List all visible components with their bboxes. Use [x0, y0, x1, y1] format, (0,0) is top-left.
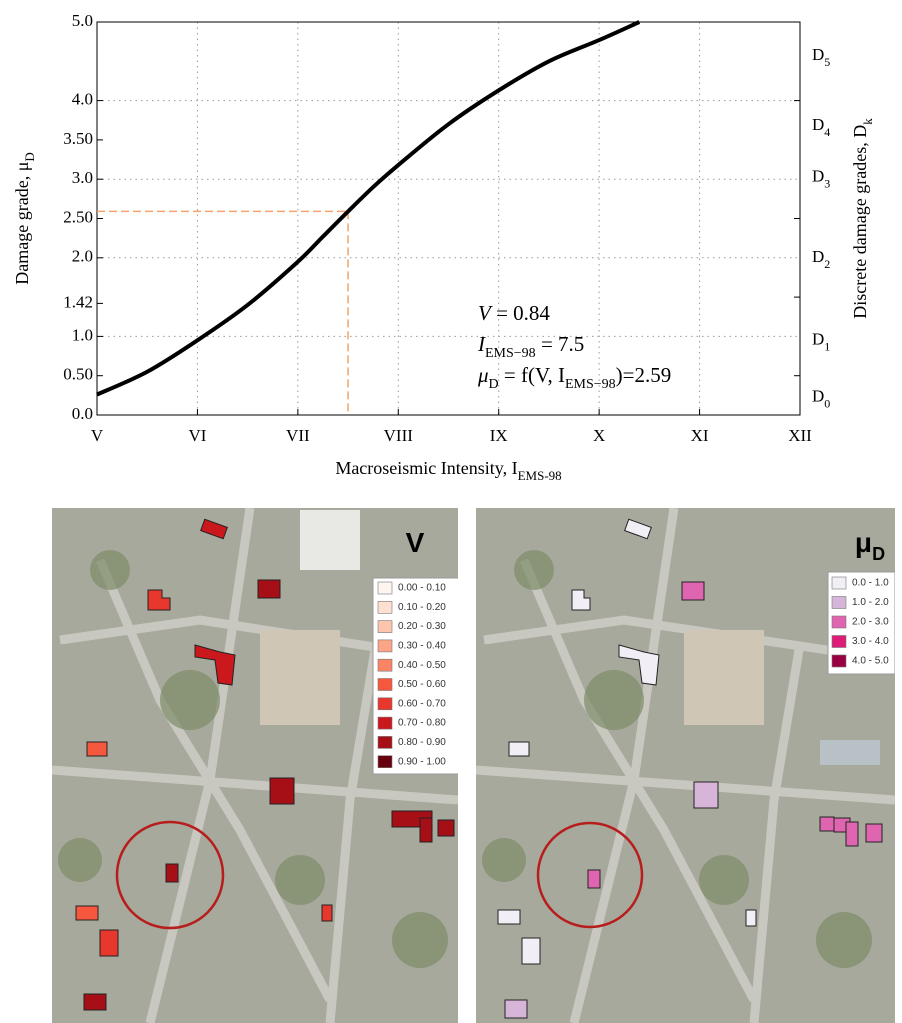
- y2-label: D2: [812, 247, 830, 271]
- x-tick-label: XI: [691, 426, 709, 445]
- legend-swatch: [377, 639, 393, 653]
- annotation-rest: = 7.5: [536, 332, 585, 356]
- legend-swatch: [377, 755, 393, 769]
- y-tick-label: 3.50: [63, 129, 93, 148]
- y2-label-text: D: [812, 247, 824, 266]
- map-title: V: [406, 527, 425, 558]
- legend-label: 3.0 - 4.0: [852, 636, 889, 647]
- legend-swatch: [831, 635, 847, 648]
- annotation-rest: )=2.59: [616, 363, 672, 387]
- x-tick-label: VIII: [384, 426, 414, 445]
- y2-axis-label-text: Discrete damage grades, D: [850, 125, 870, 319]
- y2-label: D4: [812, 115, 830, 139]
- legend-swatch: [377, 736, 393, 749]
- legend-label: 0.60 - 0.70: [398, 698, 446, 709]
- subscript: EMS−98: [485, 346, 536, 361]
- y2-label: D3: [812, 167, 830, 191]
- annotation-rest: = 0.84: [491, 301, 551, 325]
- subscript: EMS−98: [565, 377, 616, 392]
- subscript: 2: [824, 257, 830, 271]
- map-title: μD: [855, 527, 885, 563]
- annotation-main: V: [478, 301, 493, 325]
- y2-label-text: D: [812, 45, 824, 64]
- legend-label: 0.70 - 0.80: [398, 718, 446, 729]
- legend-swatch: [831, 654, 847, 668]
- x-axis-label: Macroseismic Intensity, IEMS-98: [335, 458, 561, 483]
- legend-label: 1.0 - 2.0: [852, 597, 889, 608]
- y2-label-text: D: [812, 387, 824, 406]
- x-axis-label-text: Macroseismic Intensity, I: [335, 458, 517, 478]
- legend-label: 4.0 - 5.0: [852, 656, 889, 667]
- y-tick-label: 5.0: [72, 11, 93, 30]
- curve: [96, 20, 641, 397]
- x-tick-label: XII: [788, 426, 812, 445]
- y-tick-label: 1.0: [72, 325, 93, 344]
- legend-label: 0.40 - 0.50: [398, 660, 446, 671]
- legend-label: 2.0 - 3.0: [852, 617, 889, 628]
- legends: V 0.00 - 0.10 0.10 - 0.20 0.20 - 0.30 0.30 -…: [377, 527, 889, 769]
- subscript: D: [872, 544, 885, 564]
- legend-label: 0.90 - 1.00: [398, 756, 446, 767]
- y-tick-label: 0.0: [72, 404, 93, 423]
- map-right: [476, 508, 895, 1023]
- legend-label: 0.10 - 0.20: [398, 602, 446, 613]
- annotation-main: μ: [477, 363, 489, 387]
- chart: V VI VII VIII IX X XI XII0.00.501.01.422.02.503…: [12, 11, 875, 484]
- legend-label: 0.20 - 0.30: [398, 621, 446, 632]
- legend-label: 0.50 - 0.60: [398, 679, 446, 690]
- y-tick-label: 3.0: [72, 168, 93, 187]
- y2-axis-label: Discrete damage grades, Dk: [850, 118, 875, 319]
- y-axis-label: Damage grade, μD: [12, 152, 37, 284]
- legend-swatch: [377, 658, 393, 672]
- x-tick-label: V: [91, 426, 104, 445]
- legend-swatch: [831, 615, 847, 629]
- y2-label-text: D: [812, 167, 824, 186]
- map-title-text: V: [406, 527, 425, 558]
- y-tick-label: 4.0: [72, 90, 93, 109]
- subscript: D: [489, 377, 499, 392]
- annotation: μD = f(V, IEMS−98)=2.59: [477, 363, 671, 392]
- y-tick-label: 0.50: [63, 365, 93, 384]
- legend-swatch: [377, 716, 393, 730]
- y2-label: D0: [812, 387, 830, 411]
- legend-swatch: [377, 620, 393, 633]
- legend-swatch: [831, 576, 847, 590]
- x-tick-label: X: [593, 426, 605, 445]
- subscript: EMS-98: [518, 468, 562, 483]
- subscript: 4: [824, 125, 830, 139]
- plot-frame: [96, 21, 801, 416]
- legend-label: 0.30 - 0.40: [398, 641, 446, 652]
- subscript: 1: [824, 339, 830, 353]
- annotation-rest: = f(V, I: [499, 363, 565, 387]
- subscript: D: [22, 152, 37, 161]
- legend-label: 0.00 - 0.10: [398, 583, 446, 594]
- y2-label-text: D: [812, 329, 824, 348]
- subscript: k: [860, 118, 875, 125]
- legend-label: 0.80 - 0.90: [398, 737, 446, 748]
- y-tick-label: 2.50: [63, 207, 93, 226]
- annotation: IEMS−98 = 7.5: [477, 332, 584, 361]
- legend-swatch: [831, 596, 847, 609]
- annotation-main: I: [477, 332, 486, 356]
- x-tick-label: IX: [490, 426, 508, 445]
- x-tick-label: VII: [286, 426, 310, 445]
- legend-swatch: [377, 678, 393, 691]
- map-title-text: μ: [855, 527, 872, 558]
- legend-swatch: [377, 697, 393, 711]
- annotation: V = 0.84: [478, 301, 550, 325]
- subscript: 3: [824, 176, 830, 190]
- subscript: 0: [824, 396, 830, 410]
- legend-swatch: [377, 600, 393, 614]
- y2-label: D5: [812, 45, 830, 69]
- y2-label: D1: [812, 329, 830, 353]
- y-axis-label-text: Damage grade, μ: [12, 162, 32, 285]
- subscript: 5: [824, 55, 830, 69]
- y2-label-text: D: [812, 115, 824, 134]
- legend-swatch: [377, 581, 393, 595]
- legend-label: 0.0 - 1.0: [852, 578, 889, 589]
- y-tick-label: 1.42: [63, 292, 93, 311]
- y-tick-label: 2.0: [72, 247, 93, 266]
- x-tick-label: VI: [188, 426, 206, 445]
